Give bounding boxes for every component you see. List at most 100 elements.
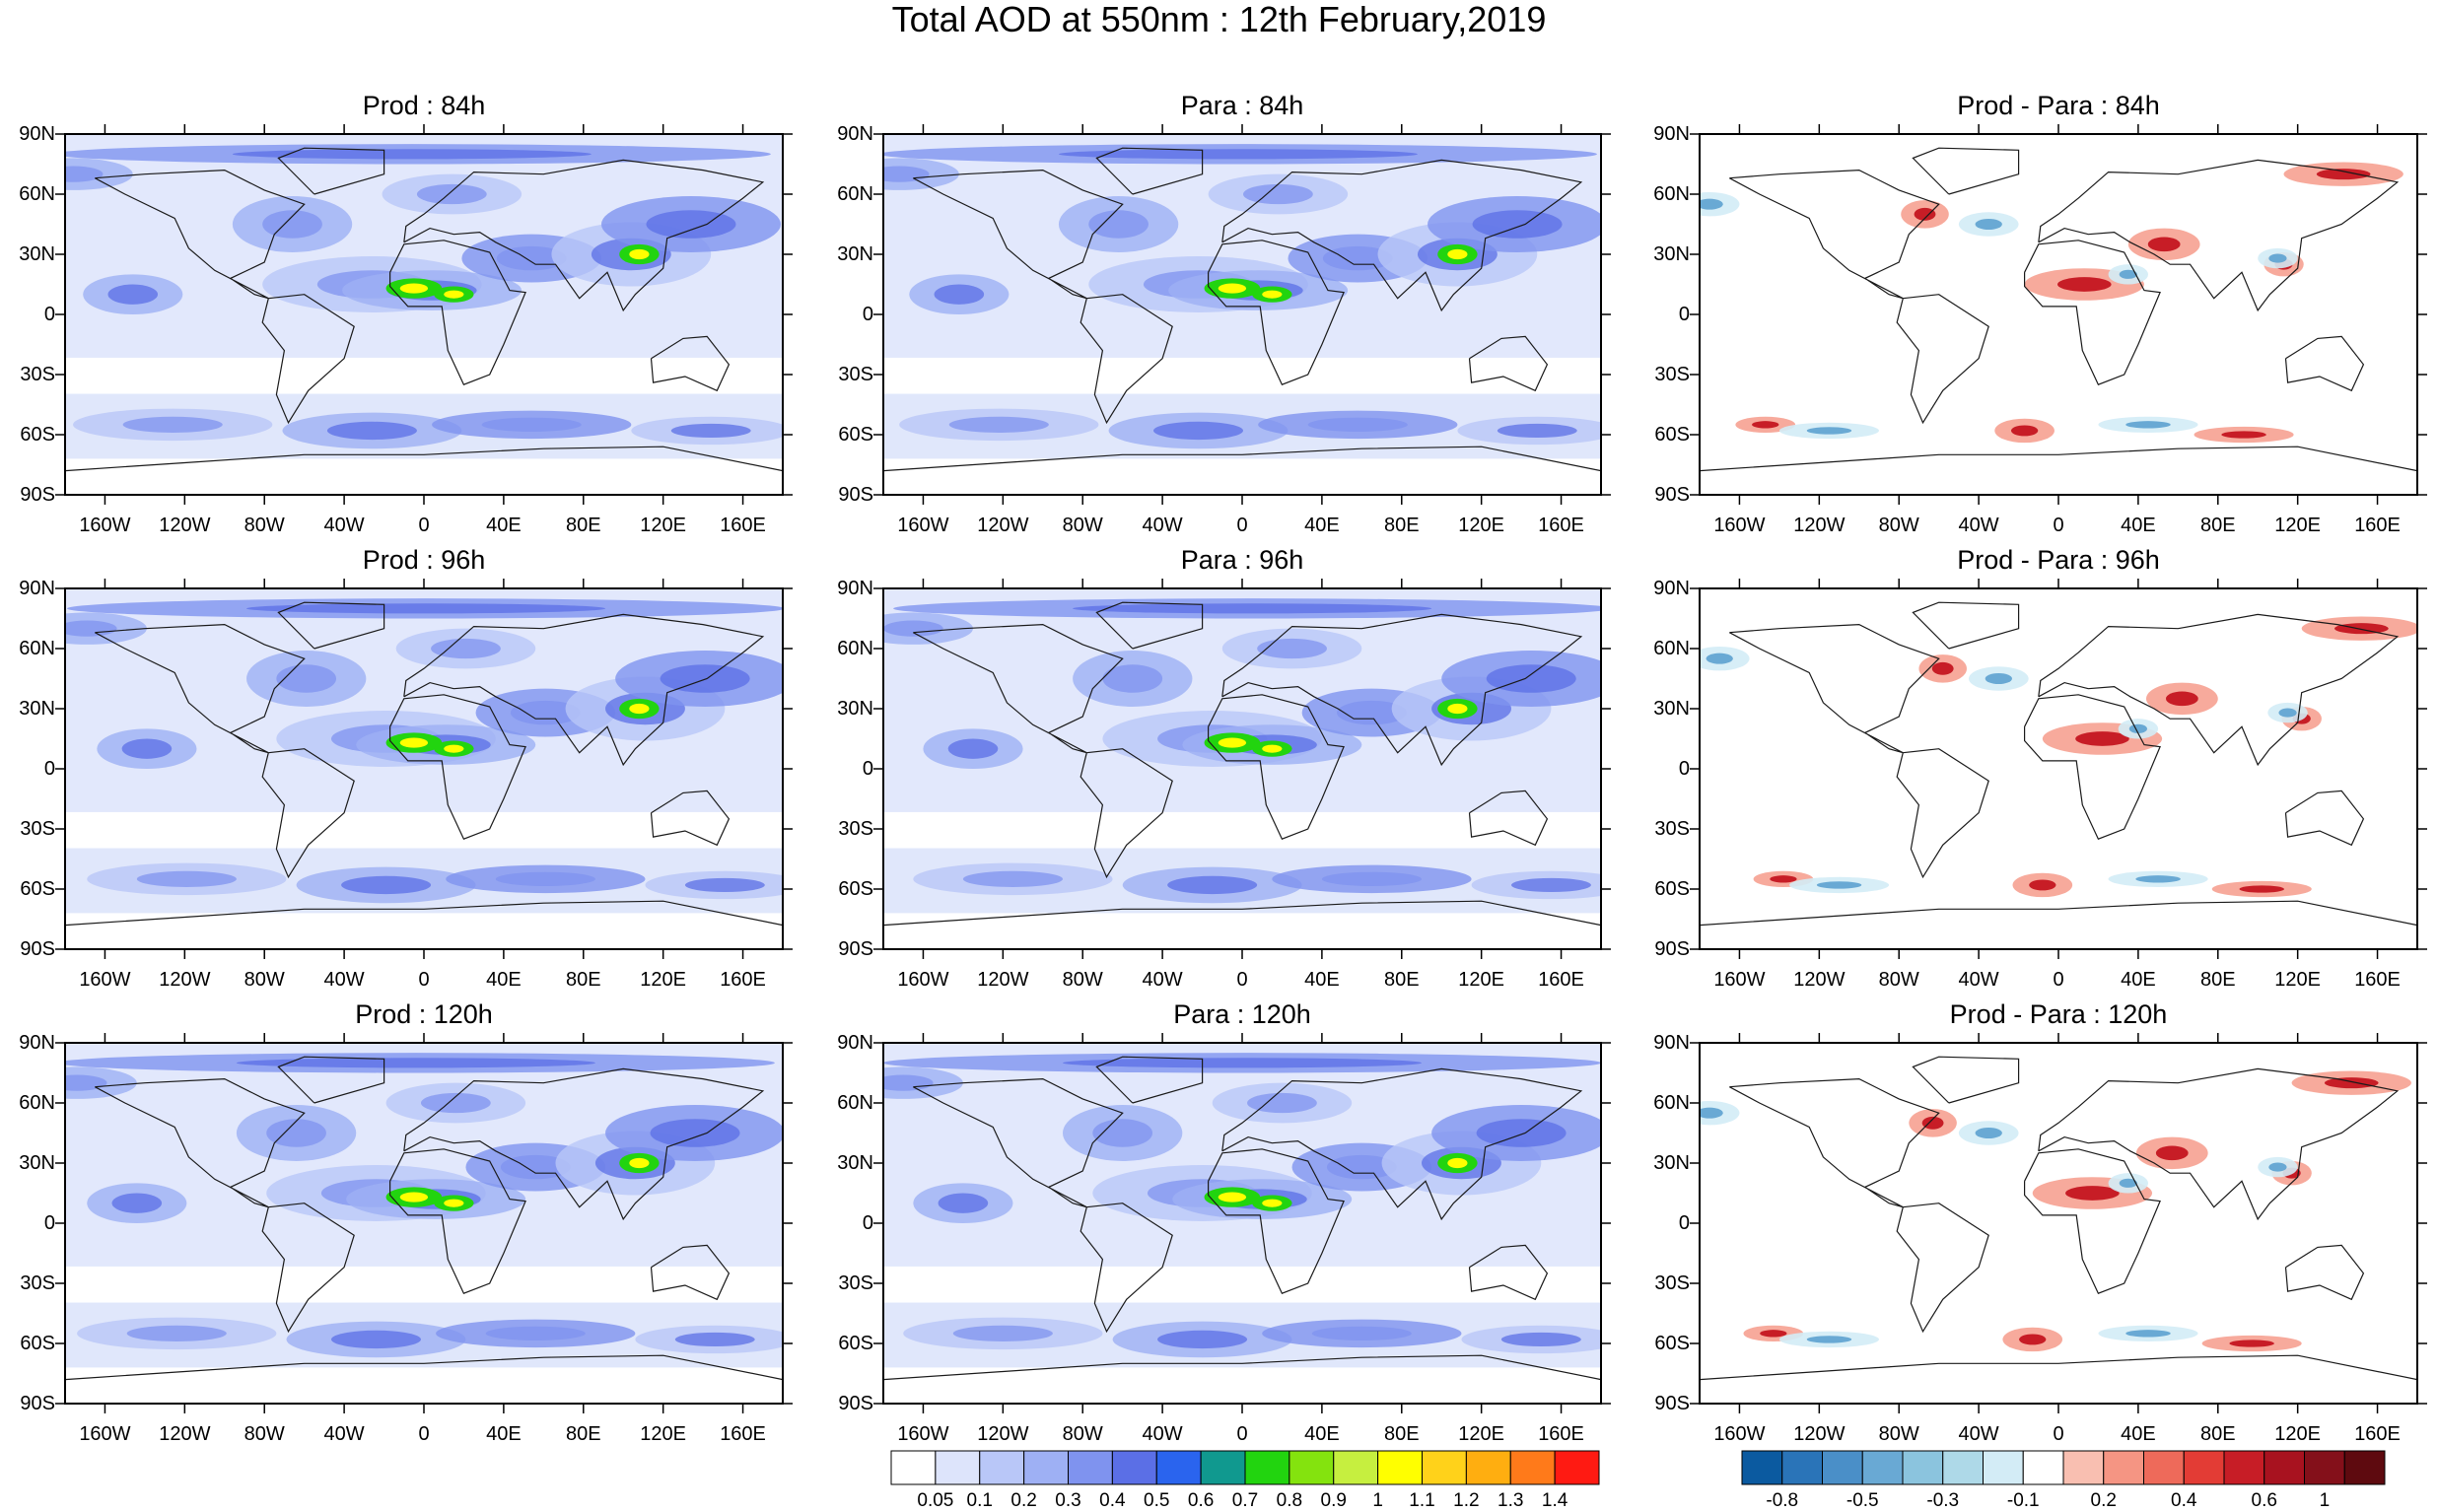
aod-plume-core (107, 284, 159, 305)
colorbar-box (1422, 1450, 1467, 1485)
diff-positive-core (2155, 1145, 2189, 1161)
lon-tick-label: 40E (2121, 515, 2156, 536)
lon-tick-label: 80W (1062, 1423, 1103, 1445)
diff-positive-core (2165, 691, 2198, 707)
lat-tick-label: 60S (1654, 878, 1690, 900)
coastline (1095, 601, 1204, 650)
map-panel-8 (873, 1033, 1611, 1413)
lon-tick-label: 40W (323, 969, 365, 991)
lon-tick-label: 40E (486, 1423, 522, 1445)
diff-negative-core (2119, 269, 2137, 279)
map-panel-6 (1690, 579, 2427, 959)
lat-tick-label: 0 (43, 1212, 55, 1234)
coastline (1208, 240, 1345, 385)
aod-colorbar-label: 0.7 (1231, 1490, 1259, 1511)
lat-tick-label: 30N (837, 243, 873, 265)
lat-tick-label: 60N (19, 638, 55, 659)
lon-tick-label: 120E (640, 969, 687, 991)
lat-tick-label: 90N (1653, 123, 1690, 145)
lon-tick-label: 80E (2199, 515, 2236, 536)
aod-plume-core (246, 603, 606, 614)
lon-tick-label: 160E (2354, 969, 2401, 991)
aod-plume-core (947, 738, 999, 759)
aod-plume-core (326, 421, 417, 441)
aod-plume-core (660, 664, 750, 693)
lon-tick-label: 40W (1142, 969, 1183, 991)
coastline-layer (65, 1056, 783, 1381)
diff-negative-core (1816, 881, 1862, 889)
aod-plume-core (341, 875, 432, 895)
aod-colorbar-label: 0.6 (1187, 1490, 1215, 1511)
lat-tick-label: 90S (838, 1393, 873, 1414)
coastline (2038, 1067, 2400, 1221)
lon-tick-label: 160W (1713, 1423, 1766, 1445)
lon-tick-label: 80E (1383, 1423, 1420, 1445)
coastline-layer (1700, 147, 2417, 472)
field-layer (65, 588, 783, 949)
lon-tick-label: 40W (1142, 515, 1183, 536)
coastline-layer (1700, 601, 2417, 927)
coastline (883, 900, 1601, 927)
colorbar-box (1023, 1450, 1069, 1485)
aod-plume-core (934, 284, 985, 305)
lon-tick-label: 120W (977, 515, 1029, 536)
diff-positive-core (2221, 431, 2266, 439)
coastline (913, 623, 1124, 754)
aod-plume-core (111, 1193, 163, 1213)
coastline (1080, 748, 1173, 879)
aod-plume-core (1326, 1154, 1397, 1180)
lon-tick-label: 40E (1304, 515, 1340, 536)
aod-plume-core (122, 416, 223, 433)
lat-tick-label: 60N (1653, 1092, 1690, 1114)
diff-positive-core (2075, 731, 2129, 746)
aod-colorbar-label: 0.9 (1320, 1490, 1347, 1511)
coastline-layer (65, 601, 783, 927)
coastline (65, 446, 783, 472)
coastline (650, 335, 731, 392)
aod-colorbar-label: 0.4 (1099, 1490, 1126, 1511)
diff-positive-core (2065, 1186, 2120, 1201)
lat-tick-label: 30N (19, 698, 55, 720)
diff-colorbar-label: 1 (2319, 1490, 2331, 1511)
lat-tick-label: 60S (838, 878, 873, 900)
diff-negative-core (1700, 198, 1723, 210)
coastline (2024, 240, 2161, 385)
lat-tick-label: 90N (837, 1032, 873, 1054)
diff-negative-core (1806, 427, 1852, 435)
colorbar-box (1377, 1450, 1423, 1485)
aod-colorbar-label: 0.3 (1055, 1490, 1081, 1511)
aod-plume-core (962, 870, 1063, 887)
aod-plume-core (121, 738, 173, 759)
diff-positive-core (2029, 879, 2056, 891)
lon-tick-label: 80E (2199, 1423, 2236, 1445)
diff-positive-core (2010, 425, 2039, 437)
lat-tick-label: 30S (1654, 818, 1690, 840)
lat-tick-label: 90N (837, 123, 873, 145)
lat-tick-label: 90S (1654, 938, 1690, 960)
aod-plume-core (1486, 664, 1576, 693)
lat-tick-label: 30S (20, 1272, 55, 1294)
lon-tick-label: 80E (1383, 515, 1420, 536)
coastline (277, 1056, 385, 1104)
lon-tick-label: 40W (1958, 1423, 1999, 1445)
aod-plume-core (416, 183, 487, 205)
coastline (403, 1067, 765, 1221)
diff-negative-core (1706, 653, 1733, 664)
diff-negative-core (2125, 421, 2171, 429)
panel-title: Prod - Para : 84h (1957, 91, 2160, 120)
lat-tick-label: 30N (19, 243, 55, 265)
aod-plume-core (1472, 210, 1563, 239)
coastline (277, 147, 385, 195)
aod-plume-core (1321, 871, 1422, 886)
lat-tick-label: 60S (20, 878, 55, 900)
lon-tick-label: 80W (1062, 969, 1103, 991)
lat-tick-label: 30S (1654, 1272, 1690, 1294)
coastline-layer (883, 147, 1601, 472)
lat-tick-label: 90S (20, 938, 55, 960)
coastline (1221, 1067, 1583, 1221)
lon-tick-label: 40W (1958, 515, 1999, 536)
lon-tick-label: 80E (2199, 969, 2236, 991)
lat-tick-label: 30S (838, 1272, 873, 1294)
lat-tick-label: 60S (1654, 1333, 1690, 1354)
aod-plume-core (1307, 417, 1408, 432)
